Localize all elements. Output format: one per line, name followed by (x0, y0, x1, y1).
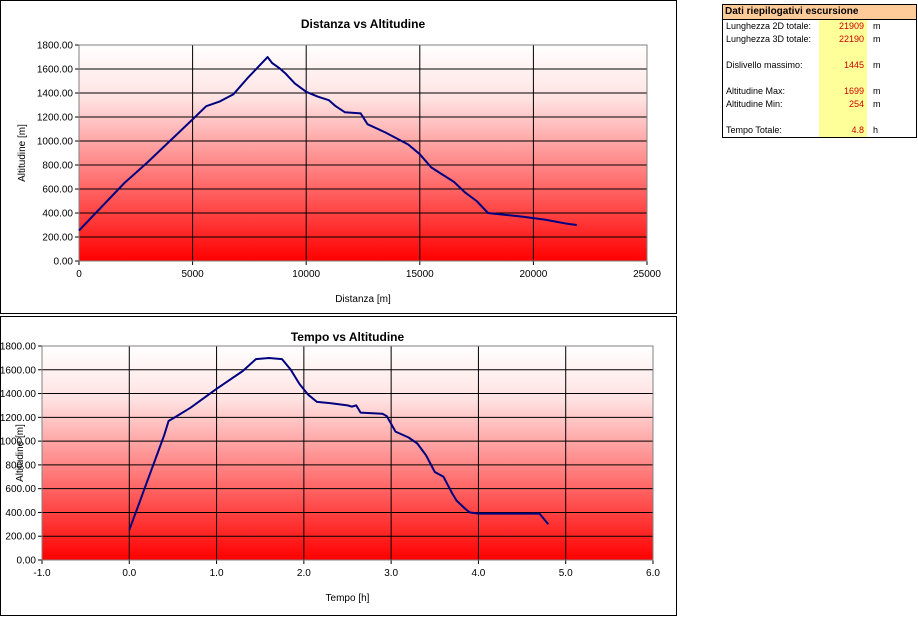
summary-table: Dati riepilogativi escursione Lunghezza … (722, 4, 917, 138)
y-tick-label: 1200.00 (37, 113, 74, 124)
x-tick-label: 0.0 (122, 568, 136, 579)
x-tick-label: 5.0 (559, 568, 573, 579)
summary-row (723, 72, 916, 85)
series-line (78, 56, 577, 232)
summary-row-value (819, 46, 867, 59)
y-tick-label: 1200.00 (1, 413, 36, 424)
y-tick-label: 0.00 (54, 257, 74, 268)
y-tick-label: 200.00 (5, 532, 36, 543)
summary-row-label: Lunghezza 3D totale: (726, 34, 812, 44)
summary-row-unit: h (873, 125, 879, 135)
summary-row: Altitudine Min: 254 m (723, 98, 916, 111)
y-tick-label: 1800.00 (37, 41, 74, 52)
time-altitude-chart-svg: 0.00 200.00 400.00 600.00 800.00 1000.00 1200.… (1, 330, 660, 604)
y-tick-label: 1000.00 (37, 137, 74, 148)
summary-row-value (819, 72, 867, 85)
x-tick-label: 3.0 (384, 568, 398, 579)
y-tick-label: 800.00 (42, 161, 73, 172)
y-tick-label: 200.00 (42, 233, 73, 244)
distance-altitude-chart: 0.00 200.00 400.00 600.00 800.00 1000.00 1200.… (0, 0, 677, 314)
x-axis-label: Distanza [m] (335, 294, 391, 305)
summary-row-value: 1445 (819, 59, 867, 72)
summary-row-unit: m (873, 34, 881, 44)
summary-row-value: 254 (819, 98, 867, 111)
summary-row-label: Dislivello massimo: (726, 60, 803, 70)
summary-row-value (819, 111, 867, 124)
y-tick-label: 600.00 (5, 484, 36, 495)
summary-row (723, 111, 916, 124)
summary-row-value: 22190 (819, 33, 867, 46)
y-axis-label: Altitudine [m] (15, 424, 26, 482)
x-tick-label: 2.0 (297, 568, 311, 579)
chart-title: Tempo vs Altitudine (291, 330, 405, 344)
plot-border (41, 345, 654, 561)
y-tick-label: 1400.00 (1, 389, 36, 400)
x-tick-label: 4.0 (471, 568, 485, 579)
x-axis-label: Tempo [h] (326, 593, 370, 604)
x-tick-label: -1.0 (33, 568, 51, 579)
summary-row (723, 46, 916, 59)
summary-rows: Lunghezza 2D totale: 21909 m Lunghezza 3D t… (723, 20, 916, 137)
summary-row-label: Tempo Totale: (726, 125, 782, 135)
summary-row-value: 1699 (819, 85, 867, 98)
summary-row: Tempo Totale: 4.8 h (723, 124, 916, 137)
summary-row-unit: m (873, 60, 881, 70)
x-tick-label: 5000 (181, 269, 204, 280)
summary-title: Dati riepilogativi escursione (723, 5, 916, 20)
plot-area (79, 45, 647, 261)
summary-row-value: 21909 (819, 20, 867, 33)
x-tick-label: 25000 (633, 269, 661, 280)
summary-row: Lunghezza 3D totale: 22190 m (723, 33, 916, 46)
y-tick-label: 1600.00 (1, 365, 36, 376)
summary-row-label: Altitudine Max: (726, 86, 786, 96)
x-tick-label: 20000 (519, 269, 547, 280)
summary-row: Dislivello massimo: 1445 m (723, 59, 916, 72)
summary-row-unit: m (873, 86, 881, 96)
plot-area (42, 346, 653, 560)
summary-row-label: Altitudine Min: (726, 99, 783, 109)
distance-altitude-chart-svg: 0.00 200.00 400.00 600.00 800.00 1000.00 1200.… (17, 17, 661, 305)
y-tick-label: 1000.00 (1, 437, 36, 448)
plot-border (78, 44, 648, 262)
chart-title: Distanza vs Altitudine (301, 17, 426, 31)
y-tick-label: 400.00 (5, 508, 36, 519)
y-tick-label: 800.00 (5, 460, 36, 471)
summary-row: Lunghezza 2D totale: 21909 m (723, 20, 916, 33)
series-line (128, 357, 550, 531)
summary-row: Altitudine Max: 1699 m (723, 85, 916, 98)
x-tick-label: 6.0 (646, 568, 660, 579)
y-tick-label: 0.00 (17, 556, 37, 567)
summary-row-unit: m (873, 21, 881, 31)
y-tick-label: 1400.00 (37, 89, 74, 100)
x-tick-label: 15000 (406, 269, 434, 280)
x-tick-label: 0 (76, 269, 82, 280)
y-tick-label: 1600.00 (37, 65, 74, 76)
x-tick-label: 1.0 (210, 568, 224, 579)
y-tick-label: 1800.00 (1, 342, 36, 353)
summary-row-label: Lunghezza 2D totale: (726, 21, 812, 31)
y-axis-label: Altitudine [m] (17, 124, 28, 182)
summary-row-value: 4.8 (819, 124, 867, 137)
y-tick-label: 400.00 (42, 209, 73, 220)
x-tick-label: 10000 (292, 269, 320, 280)
summary-row-unit: m (873, 99, 881, 109)
time-altitude-chart: 0.00 200.00 400.00 600.00 800.00 1000.00 1200.… (0, 316, 677, 616)
y-tick-label: 600.00 (42, 185, 73, 196)
